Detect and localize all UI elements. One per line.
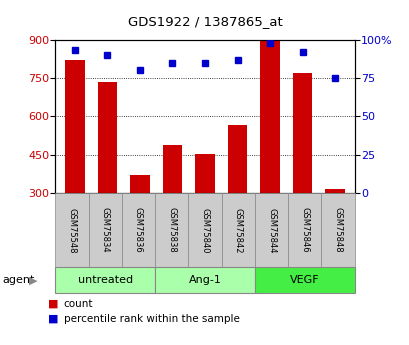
Bar [260,41,279,193]
Text: GSM75836: GSM75836 [134,207,143,253]
Bar [97,82,117,193]
Bar [162,145,182,193]
Text: Ang-1: Ang-1 [188,275,221,285]
Text: GSM75840: GSM75840 [200,208,209,253]
Text: percentile rank within the sample: percentile rank within the sample [63,314,239,324]
Bar [325,189,344,193]
Text: GSM75846: GSM75846 [299,207,308,253]
Bar [227,125,247,193]
Text: agent: agent [2,275,34,285]
Text: VEGF: VEGF [289,275,319,285]
Text: GSM75548: GSM75548 [67,208,76,253]
Text: ■: ■ [48,314,58,324]
Text: untreated: untreated [77,275,133,285]
Text: GSM75838: GSM75838 [167,207,176,253]
Text: GDS1922 / 1387865_at: GDS1922 / 1387865_at [127,16,282,29]
Bar [130,175,149,193]
Text: GSM75844: GSM75844 [266,208,275,253]
Text: GSM75834: GSM75834 [101,207,110,253]
Bar [292,73,312,193]
Bar [195,154,214,193]
Text: GSM75842: GSM75842 [233,208,242,253]
Text: ■: ■ [48,299,58,308]
Text: count: count [63,299,93,308]
Text: GSM75848: GSM75848 [333,207,342,253]
Bar [65,60,84,193]
Text: ▶: ▶ [29,275,38,285]
